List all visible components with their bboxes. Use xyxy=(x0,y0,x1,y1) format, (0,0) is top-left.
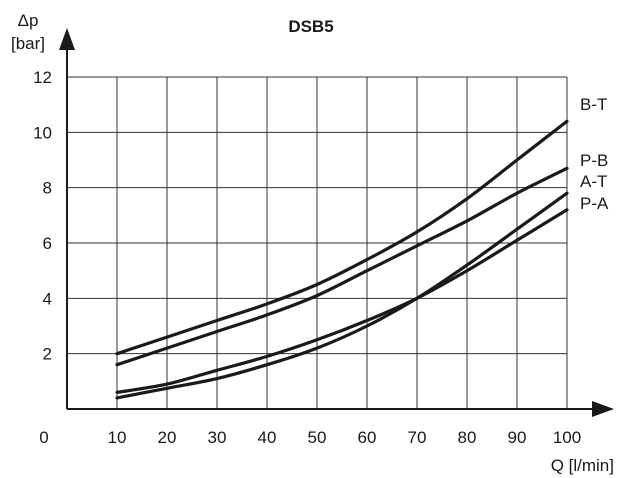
x-tick-label: 40 xyxy=(258,428,277,447)
x-tick-label: 80 xyxy=(458,428,477,447)
series-line-p-a xyxy=(115,208,569,394)
x-tick-label: 50 xyxy=(308,428,327,447)
y-axis-arrow-icon xyxy=(59,28,75,50)
x-tick-label: 60 xyxy=(358,428,377,447)
axes xyxy=(59,28,614,417)
legend-label-p-a: P-A xyxy=(580,194,609,213)
series-lines xyxy=(115,119,569,400)
legend-label-p-b: P-B xyxy=(580,151,608,170)
x-tick-label: 90 xyxy=(508,428,527,447)
x-tick-label: 20 xyxy=(158,428,177,447)
x-axis-arrow-icon xyxy=(592,401,614,417)
y-tick-label: 10 xyxy=(33,123,52,142)
x-tick-label: 70 xyxy=(408,428,427,447)
chart-title: DSB5 xyxy=(288,17,333,36)
y-tick-label: 12 xyxy=(33,68,52,87)
series-line-b-t xyxy=(115,119,569,356)
x-tick-label: 100 xyxy=(553,428,581,447)
origin-label: 0 xyxy=(39,428,48,447)
legend-label-a-t: A-T xyxy=(580,172,607,191)
y-tick-label: 2 xyxy=(43,345,52,364)
y-tick-label: 8 xyxy=(43,179,52,198)
y-tick-label: 6 xyxy=(43,234,52,253)
series-line-p-b xyxy=(115,166,569,367)
tick-labels: 10 20 30 40 50 60 70 80 90 100 2 4 6 8 10 12 xyxy=(33,68,581,447)
series-line-a-t xyxy=(115,191,569,400)
y-tick-label: 4 xyxy=(43,289,52,308)
grid xyxy=(67,76,568,409)
legend-label-b-t: B-T xyxy=(580,95,607,114)
x-tick-label: 10 xyxy=(108,428,127,447)
y-axis-unit: [bar] xyxy=(11,34,45,53)
y-axis-symbol: Δp xyxy=(18,11,39,30)
x-axis-label: Q [l/min] xyxy=(551,456,614,475)
x-tick-label: 30 xyxy=(208,428,227,447)
